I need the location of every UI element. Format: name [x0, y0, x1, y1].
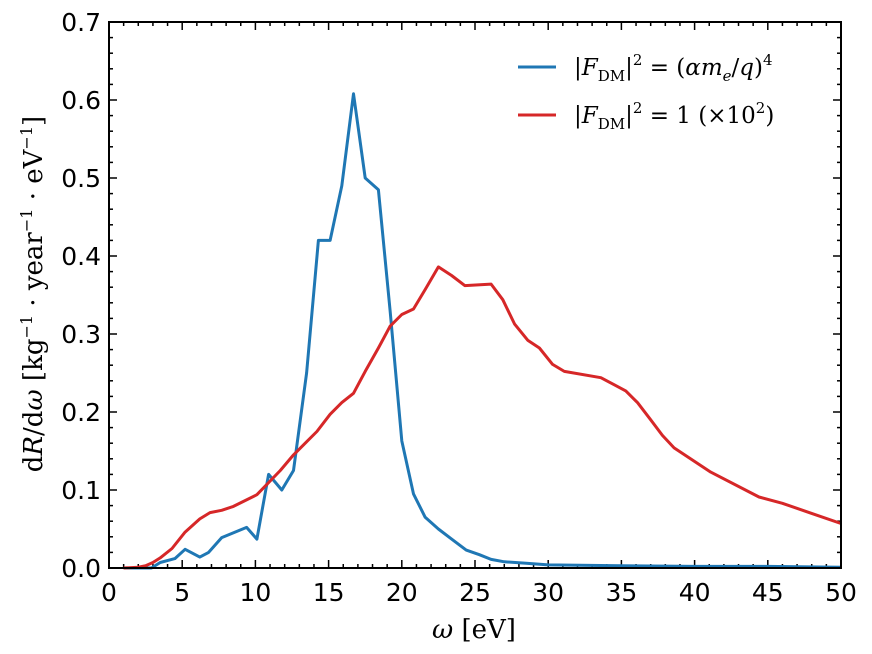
y-tick-label: 0.2	[61, 398, 101, 427]
series-line-blue	[123, 92, 842, 570]
plot-frame	[108, 21, 842, 569]
x-tick-label: 35	[605, 578, 637, 607]
series-line-red	[123, 265, 842, 570]
x-tick-label: 45	[752, 578, 784, 607]
x-tick-label: 25	[459, 578, 491, 607]
y-tick-label: 0.4	[61, 242, 101, 271]
x-tick-label: 20	[386, 578, 418, 607]
x-tick-label: 40	[679, 578, 711, 607]
y-tick-label: 0.7	[61, 8, 101, 37]
x-tick-label: 30	[532, 578, 564, 607]
y-axis-label: dR/dω [kg−1 · year−1 · eV−1]	[17, 116, 49, 472]
x-tick-label: 0	[101, 578, 117, 607]
x-tick-label: 10	[239, 578, 271, 607]
y-tick-label: 0.6	[61, 86, 101, 115]
y-tick-label: 0.3	[61, 320, 101, 349]
x-tick-label: 5	[174, 578, 190, 607]
series-layer	[123, 92, 842, 570]
y-tick-label: 0.1	[61, 476, 101, 505]
y-tick-label: 0.0	[61, 554, 101, 583]
tick-labels: 0 5 10 15 20 25 30 35 40 45 50 0.0 0.1 0.2 0.3 0.4 0.5 0.…	[61, 8, 857, 607]
x-tick-label: 50	[825, 578, 857, 607]
x-tick-label: 15	[313, 578, 345, 607]
y-tick-label: 0.5	[61, 164, 101, 193]
x-axis-label: ω [eV]	[432, 615, 516, 645]
